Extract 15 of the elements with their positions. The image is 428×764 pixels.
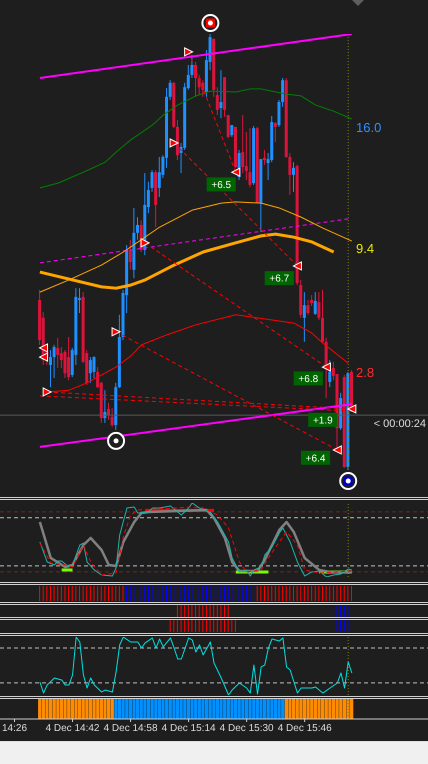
annotation: +6.7 bbox=[269, 274, 290, 285]
annotation: 16.0 bbox=[356, 120, 382, 135]
annotation: +6.8 bbox=[298, 374, 319, 385]
annotation: +6.4 bbox=[306, 453, 326, 464]
ref-line-label: < 00:00:24 bbox=[374, 418, 426, 430]
annotation: 9.4 bbox=[356, 241, 374, 256]
x-tick-label: 14:26 bbox=[2, 723, 28, 734]
x-tick-label: 4 Dec 15:46 bbox=[278, 723, 332, 734]
annotation: +6.5 bbox=[211, 180, 232, 191]
annotation: +1.9 bbox=[312, 415, 334, 426]
x-tick-label: 4 Dec 14:58 bbox=[104, 723, 158, 734]
x-tick-label: 4 Dec 15:30 bbox=[220, 723, 274, 734]
x-tick-label: 4 Dec 15:14 bbox=[162, 723, 216, 734]
x-tick-label: 4 Dec 14:42 bbox=[46, 723, 100, 734]
annotation: 2.8 bbox=[356, 365, 374, 380]
